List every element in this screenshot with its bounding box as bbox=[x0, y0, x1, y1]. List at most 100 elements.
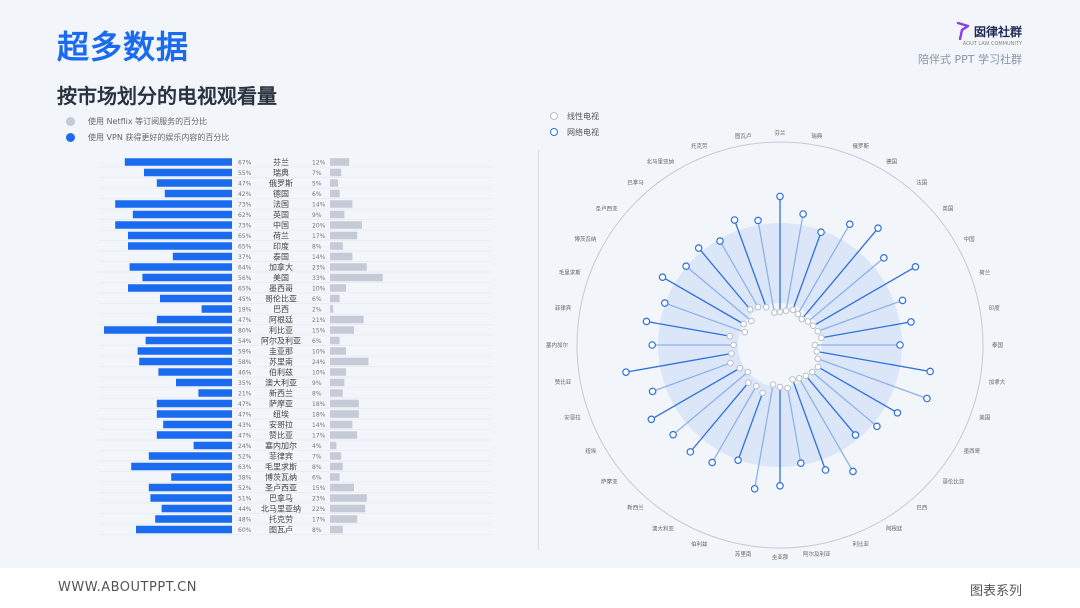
linear-tv-marker bbox=[784, 384, 791, 392]
footer-url[interactable]: WWW.ABOUTPPT.CN bbox=[58, 580, 197, 595]
linear-tv-marker bbox=[744, 368, 752, 376]
vpn-value-label: 73% bbox=[238, 223, 252, 230]
linear-tv-marker bbox=[769, 381, 777, 388]
spoke-line bbox=[807, 257, 885, 322]
radial-category-label: 圭亚那 bbox=[772, 553, 789, 561]
netflix-value-label: 8% bbox=[312, 527, 322, 534]
netflix-value-label: 14% bbox=[312, 202, 326, 209]
brand-tagline: 陪伴式 PPT 学习社群 bbox=[918, 53, 1022, 66]
netflix-value-label: 17% bbox=[312, 433, 326, 440]
netflix-value-label: 9% bbox=[312, 380, 322, 387]
spoke-line bbox=[785, 213, 804, 311]
category-label: 新西兰 bbox=[269, 388, 293, 398]
linear-tv-marker bbox=[809, 322, 817, 330]
vpn-value-label: 56% bbox=[238, 275, 252, 282]
netflix-bar bbox=[330, 242, 343, 250]
netflix-bar bbox=[330, 515, 358, 523]
vpn-bar bbox=[164, 189, 232, 198]
network-tv-marker bbox=[754, 216, 762, 225]
netflix-bar bbox=[330, 494, 367, 502]
linear-tv-marker bbox=[811, 341, 819, 349]
legend-label-netflix: 使用 Netflix 等订阅服务的百分比 bbox=[88, 116, 208, 126]
footer-series-label: 图表系列 bbox=[969, 584, 1022, 599]
vpn-value-label: 47% bbox=[238, 433, 252, 440]
outer-ring bbox=[576, 141, 984, 549]
linear-tv-marker bbox=[814, 327, 822, 335]
spoke-line bbox=[625, 352, 732, 373]
linear-tv-marker bbox=[813, 348, 821, 355]
vpn-value-label: 45% bbox=[238, 296, 252, 303]
netflix-bar bbox=[330, 357, 369, 366]
vpn-value-label: 24% bbox=[238, 443, 252, 450]
network-tv-marker bbox=[923, 394, 931, 403]
linear-tv-marker bbox=[770, 309, 778, 316]
netflix-value-label: 4% bbox=[312, 443, 322, 450]
category-label: 阿尔及利亚 bbox=[261, 335, 301, 345]
vpn-bar bbox=[150, 494, 232, 502]
network-tv-marker bbox=[682, 262, 690, 270]
category-label: 巴拿马 bbox=[269, 493, 293, 503]
vpn-value-label: 35% bbox=[238, 380, 252, 387]
radial-category-label: 德国 bbox=[886, 157, 898, 165]
linear-tv-marker bbox=[747, 317, 755, 325]
network-tv-marker bbox=[907, 318, 915, 326]
radial-category-label: 赞比亚 bbox=[555, 378, 572, 386]
vpn-bar bbox=[156, 399, 232, 408]
linear-tv-marker bbox=[740, 320, 747, 328]
linear-tv-marker bbox=[808, 368, 816, 376]
linear-tv-marker bbox=[782, 307, 790, 315]
netflix-value-label: 15% bbox=[312, 328, 326, 335]
page-title: 超多数据 bbox=[57, 28, 190, 66]
netflix-bar bbox=[330, 221, 362, 229]
netflix-value-label: 17% bbox=[312, 517, 326, 524]
netflix-value-label: 7% bbox=[312, 170, 322, 177]
vpn-value-label: 65% bbox=[238, 244, 252, 251]
radial-category-label: 阿尔及利亚 bbox=[803, 550, 831, 558]
vpn-bar bbox=[171, 473, 232, 481]
vpn-value-label: 48% bbox=[238, 517, 252, 524]
netflix-bar bbox=[330, 389, 343, 397]
netflix-bar bbox=[330, 462, 343, 471]
spoke-line bbox=[698, 247, 751, 310]
network-tv-marker bbox=[893, 408, 902, 417]
network-tv-marker bbox=[926, 367, 934, 376]
network-tv-marker bbox=[642, 317, 651, 326]
vpn-bar bbox=[145, 336, 232, 345]
vpn-bar bbox=[198, 389, 232, 397]
spoke-line bbox=[754, 384, 774, 489]
brand-subtitle: AOUT LAW COMMUNITY bbox=[962, 41, 1022, 47]
radial-category-label: 圣卢西亚 bbox=[596, 205, 619, 213]
linear-tv-marker bbox=[802, 372, 810, 380]
spoke-line bbox=[821, 321, 912, 339]
linear-tv-marker bbox=[730, 341, 737, 349]
category-label: 巴西 bbox=[273, 305, 289, 314]
spoke-line bbox=[786, 388, 802, 464]
spoke-line bbox=[733, 219, 767, 308]
spoke-line bbox=[719, 240, 759, 308]
brand-logo-icon bbox=[956, 22, 970, 40]
netflix-value-label: 21% bbox=[312, 317, 326, 324]
radial-category-label: 菲律宾 bbox=[555, 304, 572, 312]
vpn-value-label: 47% bbox=[238, 317, 252, 324]
legend-label-linear: 线性电视 bbox=[567, 111, 599, 121]
netflix-bar bbox=[330, 336, 340, 345]
network-tv-marker bbox=[734, 456, 742, 465]
vpn-bar bbox=[128, 231, 232, 240]
category-label: 圣卢西亚 bbox=[265, 482, 297, 492]
netflix-bar bbox=[330, 168, 342, 177]
spoke-line bbox=[805, 375, 856, 436]
linear-tv-marker bbox=[741, 328, 749, 336]
netflix-value-label: 10% bbox=[312, 370, 326, 377]
vpn-value-label: 60% bbox=[238, 527, 252, 534]
spoke-line bbox=[811, 371, 878, 427]
category-label: 伯利兹 bbox=[269, 367, 293, 377]
category-label: 北马里亚纳 bbox=[261, 503, 301, 513]
linear-tv-marker bbox=[794, 310, 802, 318]
category-label: 泰国 bbox=[273, 251, 289, 261]
vpn-bar bbox=[155, 515, 232, 523]
vpn-value-label: 80% bbox=[238, 328, 252, 335]
legend-item-netflix: 使用 Netflix 等订阅服务的百分比 bbox=[66, 113, 229, 129]
vpn-bar bbox=[158, 368, 232, 376]
linear-tv-marker bbox=[726, 332, 734, 340]
